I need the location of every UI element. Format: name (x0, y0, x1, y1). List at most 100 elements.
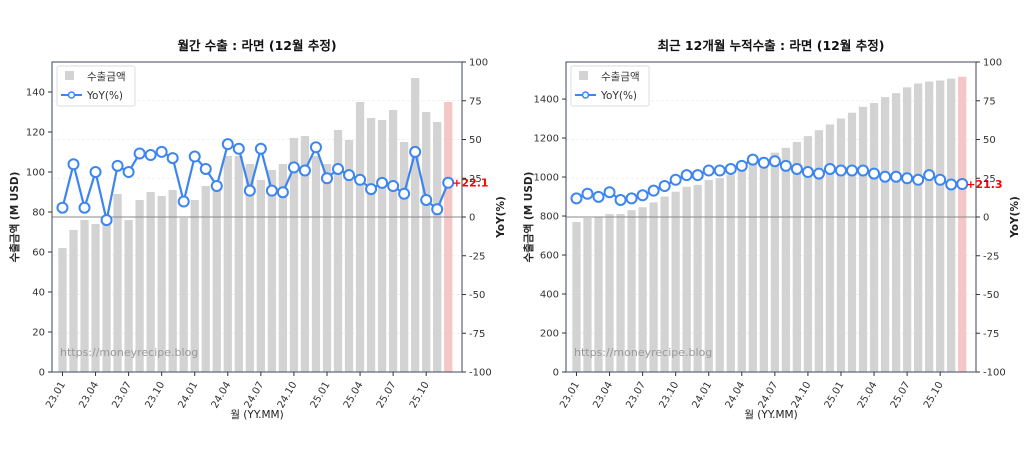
export-bar (914, 83, 923, 373)
yoy-marker (934, 173, 947, 186)
export-bar (190, 200, 199, 372)
export-bar (322, 164, 332, 372)
yoy-marker (309, 141, 322, 154)
export-bar (344, 140, 354, 372)
export-bar (400, 142, 409, 372)
export-bar (781, 147, 791, 372)
yoy-marker (669, 173, 682, 186)
yoy-marker (912, 173, 925, 186)
y2-tick-label: -100 (469, 368, 492, 379)
export-bar (58, 248, 67, 372)
yoy-marker (442, 176, 455, 189)
yoy-marker (232, 142, 245, 155)
last-yoy-label: +22.1 (452, 177, 488, 190)
export-bar (223, 156, 232, 372)
yoy-marker (713, 164, 726, 177)
yoy-marker (790, 162, 803, 175)
export-bar (649, 202, 658, 372)
export-bar (135, 200, 144, 372)
yoy-marker (890, 170, 903, 183)
y2-tick-label: -50 (983, 290, 999, 301)
yoy-marker (857, 164, 870, 177)
export-bar (847, 112, 857, 372)
yoy-marker (111, 159, 124, 172)
export-bar (814, 130, 824, 372)
x-tick-label: 25.10 (408, 380, 432, 410)
export-bar (616, 214, 625, 372)
yoy-marker (846, 164, 859, 177)
x-tick-label: 25.04 (342, 380, 366, 410)
yoy-marker (592, 190, 605, 203)
export-bar (267, 170, 277, 372)
export-bar (278, 164, 288, 372)
yoy-marker (658, 180, 671, 192)
x-tick-label: 24.01 (690, 380, 714, 410)
yoy-marker (177, 195, 190, 208)
export-bar (311, 156, 321, 372)
x-axis-label: 월 (YY.MM) (230, 409, 283, 421)
export-bar (212, 184, 221, 372)
yoy-marker (614, 193, 627, 206)
y-tick-label: 200 (540, 329, 559, 340)
y-tick-label: 1000 (534, 173, 559, 184)
yoy-marker (868, 167, 881, 180)
export-bar (770, 152, 779, 372)
export-bar (704, 179, 713, 372)
export-bar (80, 220, 89, 372)
monthly-export-chart: 월간 수출 : 라면 (12월 추정) +22.1 0 20 40 60 80 100 120 1… (8, 38, 507, 421)
x-tick-label: 25.04 (856, 380, 880, 410)
export-bar (102, 220, 111, 372)
export-bar (682, 186, 691, 372)
yoy-marker (702, 164, 715, 177)
legend-bar-swatch-icon (65, 71, 74, 80)
export-bar (583, 217, 592, 372)
export-bar (366, 118, 376, 372)
export-bar (422, 112, 431, 372)
yoy-marker (276, 186, 289, 199)
y-tick-label: 800 (540, 212, 559, 223)
y-tick-label: 1400 (534, 95, 559, 106)
export-bar (256, 180, 265, 372)
x-tick-label: 23.10 (143, 380, 167, 410)
y2-tick-label: 50 (469, 135, 482, 146)
export-bar (146, 192, 155, 372)
x-tick-label: 24.04 (724, 380, 748, 410)
legend-marker-icon (67, 91, 76, 99)
legend-bar-label: 수출금액 (87, 71, 126, 83)
legend-bar-swatch-icon (579, 71, 588, 80)
export-bar (245, 164, 254, 372)
export-bar (880, 97, 890, 373)
yoy-marker (680, 169, 693, 182)
yoy-marker (901, 172, 914, 185)
yoy-marker (431, 203, 444, 216)
y-tick-label: 40 (32, 288, 45, 299)
yoy-marker (625, 192, 638, 205)
watermark: https://moneyrecipe.blog (60, 346, 198, 359)
yoy-marker (956, 177, 969, 190)
export-bar (179, 218, 188, 372)
export-bar (594, 217, 603, 372)
x-tick-label: 23.07 (624, 380, 648, 410)
yoy-marker (735, 159, 748, 172)
export-bar (638, 207, 647, 372)
yoy-marker (298, 164, 311, 177)
yoy-marker (287, 161, 300, 174)
export-bar (737, 171, 746, 372)
x-tick-label: 24.04 (210, 380, 234, 410)
yoy-marker (254, 142, 267, 155)
export-bar (300, 136, 310, 372)
yoy-marker (210, 180, 223, 192)
export-bar (91, 224, 100, 372)
y2-tick-label: 50 (983, 135, 996, 146)
yoy-marker (144, 149, 157, 161)
yoy-marker (89, 166, 102, 179)
yoy-marker (155, 145, 168, 158)
watermark: https://moneyrecipe.blog (574, 346, 712, 359)
yoy-marker (757, 156, 770, 169)
y2-tick-label: -75 (983, 329, 999, 340)
estimate-bar (444, 102, 453, 372)
y-axis-label: 수출금액 (M USD) (522, 172, 535, 263)
yoy-marker (768, 155, 781, 168)
yoy-marker (879, 170, 892, 183)
yoy-marker (365, 183, 378, 196)
